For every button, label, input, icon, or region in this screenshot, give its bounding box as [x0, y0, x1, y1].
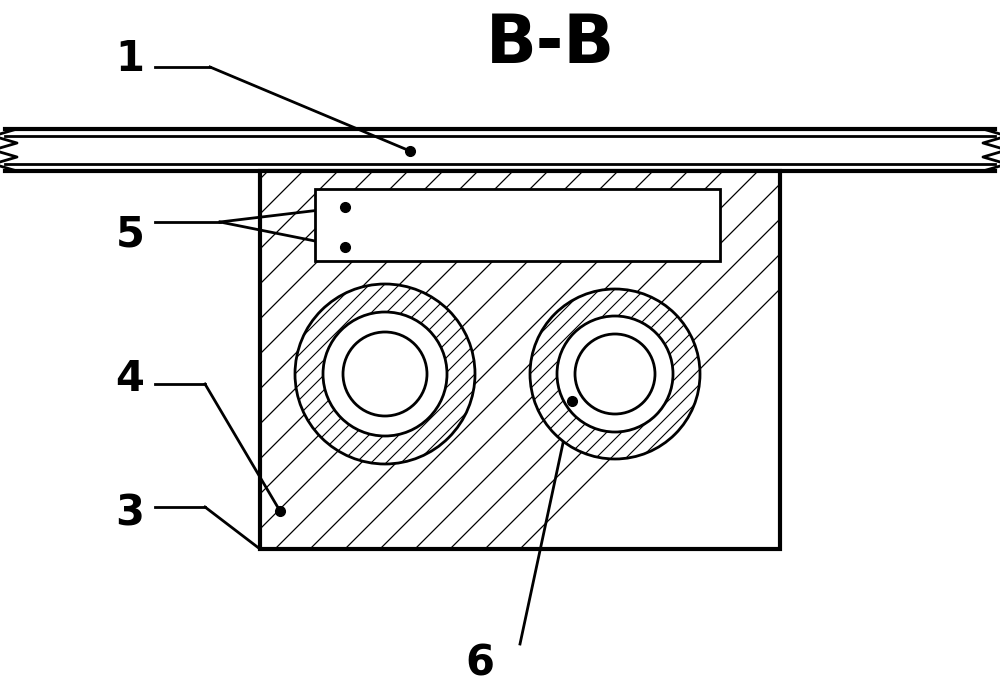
Circle shape [557, 316, 673, 432]
Text: B-B: B-B [485, 11, 615, 77]
Bar [260, 171, 780, 549]
Bar [315, 189, 720, 261]
Circle shape [323, 312, 447, 436]
Text: 1: 1 [116, 38, 144, 80]
Bar [260, 171, 780, 549]
Text: 6: 6 [466, 643, 494, 685]
Text: 4: 4 [116, 358, 144, 400]
Text: 5: 5 [116, 213, 144, 255]
Text: 3: 3 [116, 493, 144, 535]
Circle shape [295, 284, 475, 464]
Circle shape [530, 289, 700, 459]
